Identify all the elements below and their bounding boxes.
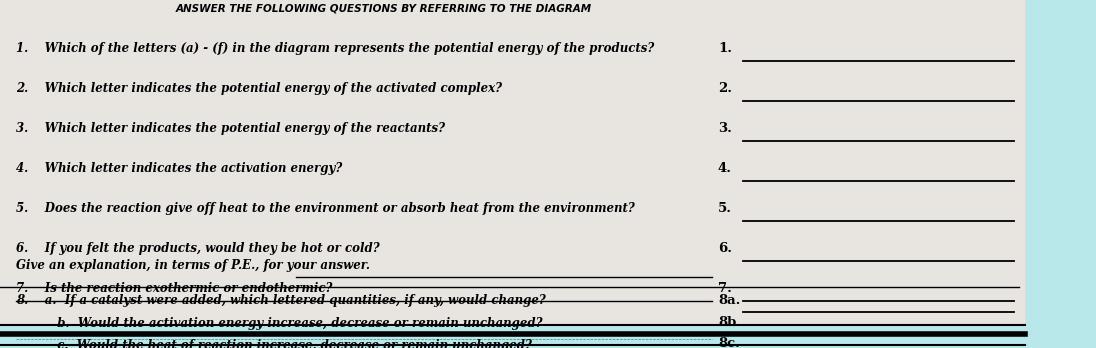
Text: 7.: 7. bbox=[718, 282, 732, 295]
Text: 4.: 4. bbox=[718, 162, 732, 175]
Text: 3.    Which letter indicates the potential energy of the reactants?: 3. Which letter indicates the potential … bbox=[16, 122, 445, 135]
Text: 6.    If you felt the products, would they be hot or cold?: 6. If you felt the products, would they … bbox=[16, 242, 380, 255]
Text: 6.: 6. bbox=[718, 242, 732, 255]
Text: 1.: 1. bbox=[718, 42, 732, 55]
Text: Give an explanation, in terms of P.E., for your answer.: Give an explanation, in terms of P.E., f… bbox=[16, 259, 370, 272]
Text: ANSWER THE FOLLOWING QUESTIONS BY REFERRING TO THE DIAGRAM: ANSWER THE FOLLOWING QUESTIONS BY REFERR… bbox=[175, 3, 592, 14]
Text: 8b.: 8b. bbox=[718, 316, 741, 329]
Text: 1.    Which of the letters (a) - (f) in the diagram represents the potential ene: 1. Which of the letters (a) - (f) in the… bbox=[16, 42, 654, 55]
Text: 8c.: 8c. bbox=[718, 337, 740, 348]
Text: 2.    Which letter indicates the potential energy of the activated complex?: 2. Which letter indicates the potential … bbox=[16, 82, 502, 95]
Text: b.  Would the activation energy increase, decrease or remain unchanged?: b. Would the activation energy increase,… bbox=[16, 317, 543, 330]
Text: 5.    Does the reaction give off heat to the environment or absorb heat from the: 5. Does the reaction give off heat to th… bbox=[16, 202, 636, 215]
Text: 8a.: 8a. bbox=[718, 294, 740, 307]
Text: c.  Would the heat of reaction increase, decrease or remain unchanged?: c. Would the heat of reaction increase, … bbox=[16, 339, 533, 348]
Text: 8.    a.  If a catalyst were added, which lettered quantities, if any, would cha: 8. a. If a catalyst were added, which le… bbox=[16, 294, 546, 307]
Text: 2.: 2. bbox=[718, 82, 732, 95]
Text: 5.: 5. bbox=[718, 202, 732, 215]
Text: 4.    Which letter indicates the activation energy?: 4. Which letter indicates the activation… bbox=[16, 162, 343, 175]
Text: 7.    Is the reaction exothermic or endothermic?: 7. Is the reaction exothermic or endothe… bbox=[16, 282, 333, 295]
FancyBboxPatch shape bbox=[0, 0, 1025, 324]
Text: 3.: 3. bbox=[718, 122, 732, 135]
